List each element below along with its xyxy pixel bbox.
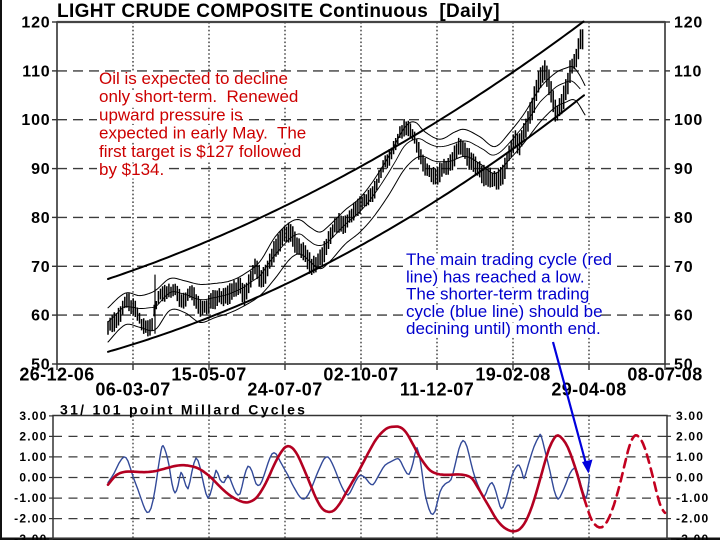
svg-text:31/ 101 point Millard Cycles: 31/ 101 point Millard Cycles <box>60 402 307 418</box>
svg-text:3.00: 3.00 <box>676 409 704 423</box>
svg-text:100: 100 <box>674 112 703 129</box>
svg-text:The main trading cycle (red: The main trading cycle (red <box>406 250 612 269</box>
svg-text:70: 70 <box>31 259 50 276</box>
svg-text:80: 80 <box>674 210 693 227</box>
svg-text:upward pressure is: upward pressure is <box>99 105 243 124</box>
svg-text:15-05-07: 15-05-07 <box>171 365 246 385</box>
svg-text:2.00: 2.00 <box>19 429 47 443</box>
svg-text:26-12-06: 26-12-06 <box>19 365 94 385</box>
svg-text:50: 50 <box>31 357 50 374</box>
svg-text:decining until) month end.: decining until) month end. <box>406 319 601 338</box>
svg-text:29-04-08: 29-04-08 <box>551 380 626 400</box>
svg-text:first target is $127 followed: first target is $127 followed <box>99 142 301 161</box>
svg-text:11-12-07: 11-12-07 <box>400 380 474 400</box>
svg-text:0.00: 0.00 <box>19 471 47 485</box>
svg-text:60: 60 <box>31 308 50 325</box>
svg-text:2.00: 2.00 <box>676 429 704 443</box>
svg-text:08-07-08: 08-07-08 <box>627 365 702 385</box>
svg-text:110: 110 <box>674 63 702 80</box>
svg-text:1.00: 1.00 <box>19 450 47 464</box>
svg-text:60: 60 <box>674 308 693 325</box>
svg-text:3.00: 3.00 <box>19 409 47 423</box>
svg-text:-1.00: -1.00 <box>676 491 709 505</box>
svg-text:120: 120 <box>674 15 703 32</box>
svg-text:100: 100 <box>21 112 50 129</box>
svg-text:0.00: 0.00 <box>676 471 704 485</box>
svg-text:-2.00: -2.00 <box>676 512 709 526</box>
svg-text:-1.00: -1.00 <box>14 491 47 505</box>
svg-text:90: 90 <box>674 161 693 178</box>
svg-text:06-03-07: 06-03-07 <box>95 380 170 400</box>
svg-text:expected in early May. The: expected in early May. The <box>99 124 306 143</box>
svg-text:-2.00: -2.00 <box>14 512 47 526</box>
svg-text:The shorter-term trading: The shorter-term trading <box>406 285 589 304</box>
svg-text:70: 70 <box>674 259 693 276</box>
svg-text:1.00: 1.00 <box>676 450 704 464</box>
svg-text:cycle (blue line) should be: cycle (blue line) should be <box>406 302 603 321</box>
svg-text:19-02-08: 19-02-08 <box>475 365 550 385</box>
svg-text:02-10-07: 02-10-07 <box>323 365 398 385</box>
svg-text:80: 80 <box>31 210 50 227</box>
svg-text:120: 120 <box>21 15 50 32</box>
svg-text:LIGHT CRUDE COMPOSITE Continuo: LIGHT CRUDE COMPOSITE Continuous [Daily] <box>57 1 500 22</box>
svg-text:-3.00: -3.00 <box>676 532 709 540</box>
svg-text:line) has reached a low.: line) has reached a low. <box>406 267 585 286</box>
svg-text:only short-term. Renewed: only short-term. Renewed <box>99 87 298 106</box>
svg-text:-3.00: -3.00 <box>14 532 47 540</box>
svg-text:50: 50 <box>674 357 693 374</box>
svg-text:110: 110 <box>22 63 50 80</box>
svg-text:Oil is expected to decline: Oil is expected to decline <box>99 69 288 88</box>
svg-text:by $134.: by $134. <box>99 160 164 179</box>
svg-text:24-07-07: 24-07-07 <box>247 380 322 400</box>
svg-text:90: 90 <box>31 161 50 178</box>
